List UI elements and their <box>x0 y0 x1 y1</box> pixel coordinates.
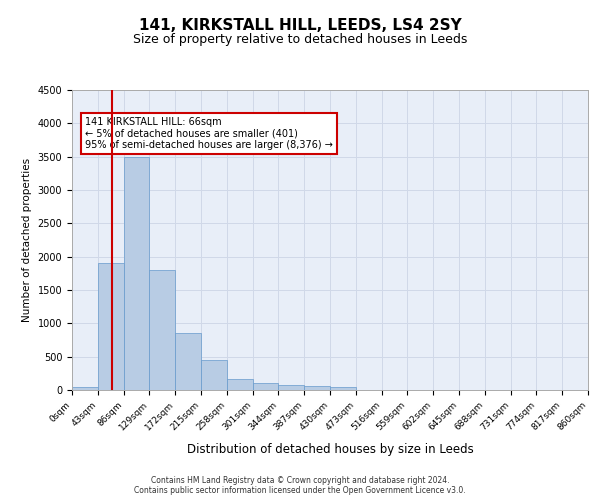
Text: Contains HM Land Registry data © Crown copyright and database right 2024.
Contai: Contains HM Land Registry data © Crown c… <box>134 476 466 495</box>
Bar <box>304 386 330 390</box>
Y-axis label: Number of detached properties: Number of detached properties <box>22 158 32 322</box>
Text: 141 KIRKSTALL HILL: 66sqm
← 5% of detached houses are smaller (401)
95% of semi-: 141 KIRKSTALL HILL: 66sqm ← 5% of detach… <box>85 116 333 150</box>
Bar <box>175 334 201 390</box>
Text: Size of property relative to detached houses in Leeds: Size of property relative to detached ho… <box>133 32 467 46</box>
Bar <box>98 264 124 390</box>
Bar <box>149 270 175 390</box>
X-axis label: Distribution of detached houses by size in Leeds: Distribution of detached houses by size … <box>187 443 473 456</box>
Bar <box>253 384 278 390</box>
Bar <box>72 386 98 390</box>
Bar <box>201 360 227 390</box>
Bar <box>227 380 253 390</box>
Text: 141, KIRKSTALL HILL, LEEDS, LS4 2SY: 141, KIRKSTALL HILL, LEEDS, LS4 2SY <box>139 18 461 32</box>
Bar <box>278 385 304 390</box>
Bar <box>124 156 149 390</box>
Bar <box>330 388 356 390</box>
